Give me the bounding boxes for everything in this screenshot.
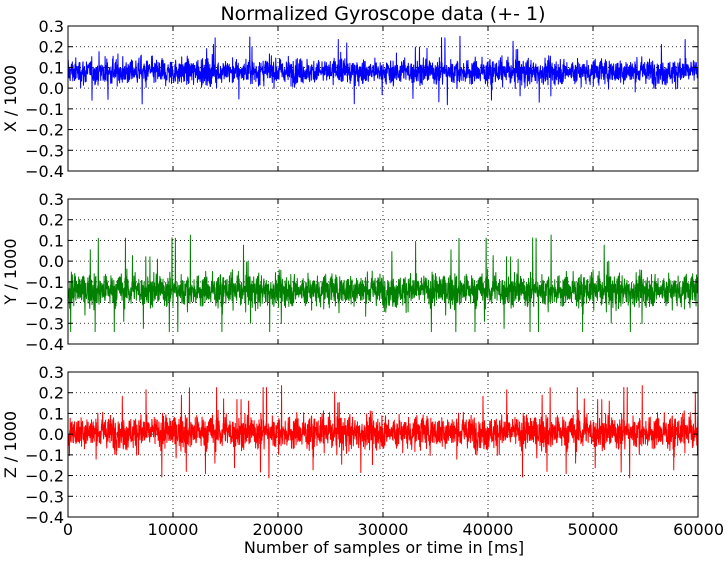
y-tick-label: 0.0 xyxy=(39,79,64,98)
y-tick-label: −0.3 xyxy=(25,141,64,160)
y-tick-label: −0.3 xyxy=(25,314,64,333)
ylabel-x: X / 1000 xyxy=(1,65,20,132)
panel-y: 0.3 0.20.1 0.0 −0.1 −0.2−0.3 −0.4 Y / 1000 xyxy=(1,190,699,354)
x-tick-label: 0 xyxy=(63,520,73,539)
x-tick-label: 30000 xyxy=(358,520,409,539)
x-tick-label: 60000 xyxy=(673,520,724,539)
y-tick-label: −0.2 xyxy=(25,121,64,140)
x-tick-label: 10000 xyxy=(148,520,199,539)
yticks-y: 0.3 0.20.1 0.0 −0.1 −0.2−0.3 −0.4 xyxy=(25,190,699,354)
y-tick-label: −0.2 xyxy=(25,467,64,486)
signal-line-z xyxy=(67,385,699,479)
x-tick-label: 40000 xyxy=(463,520,514,539)
yticks-z: 0.3 0.20.1 0.0 −0.1 −0.2−0.3 −0.4 xyxy=(25,363,699,527)
y-tick-label: −0.4 xyxy=(25,508,64,527)
yticks-x: 0.3 0.20.1 0.0 −0.1 −0.2−0.3 −0.4 xyxy=(25,17,699,181)
ylabel-z: Z / 1000 xyxy=(1,411,20,478)
panel-z: 0.3 0.20.1 0.0 −0.1 −0.2−0.3 −0.4 0 10000 20000… xyxy=(1,363,724,557)
panel-x: 0.3 0.20.1 0.0 −0.1 −0.2−0.3 −0.4 X / 1000 xyxy=(1,17,699,181)
signal-line-x xyxy=(67,35,699,106)
xlabel: Number of samples or time in [ms] xyxy=(244,538,524,557)
y-tick-label: 0.3 xyxy=(39,17,64,36)
y-tick-label: 0.3 xyxy=(39,363,64,382)
y-tick-label: 0.2 xyxy=(39,384,64,403)
y-tick-label: 0.0 xyxy=(39,252,64,271)
x-tick-label: 20000 xyxy=(253,520,304,539)
y-tick-label: 0.2 xyxy=(39,38,64,57)
y-tick-label: −0.4 xyxy=(25,335,64,354)
y-tick-label: −0.1 xyxy=(25,273,64,292)
y-tick-label: −0.1 xyxy=(25,100,64,119)
y-tick-label: −0.3 xyxy=(25,487,64,506)
y-tick-label: 0.1 xyxy=(39,404,64,423)
y-tick-label: 0.1 xyxy=(39,231,64,250)
y-tick-label: 0.3 xyxy=(39,190,64,209)
y-tick-label: −0.2 xyxy=(25,294,64,313)
signal-line-y xyxy=(67,234,699,333)
x-tick-label: 50000 xyxy=(568,520,619,539)
y-tick-label: 0.0 xyxy=(39,425,64,444)
grid-x xyxy=(68,26,698,171)
grid-y xyxy=(68,199,698,344)
y-tick-label: 0.1 xyxy=(39,58,64,77)
xticks-z: 0 10000 20000 30000 40000 50000 60000 xyxy=(63,520,724,539)
y-tick-label: −0.1 xyxy=(25,446,64,465)
figure-title: Normalized Gyroscope data (+- 1) xyxy=(220,3,545,25)
y-tick-label: −0.4 xyxy=(25,162,64,181)
y-tick-label: 0.2 xyxy=(39,211,64,230)
ylabel-y: Y / 1000 xyxy=(1,238,20,305)
